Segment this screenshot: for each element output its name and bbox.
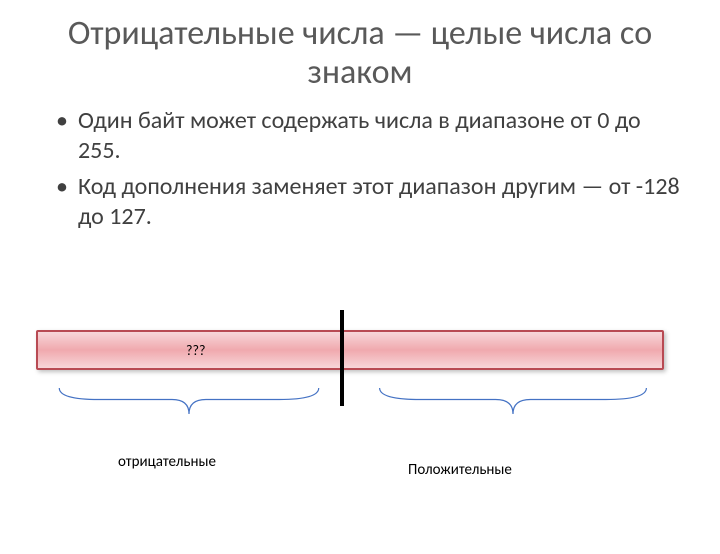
bullet-item: Код дополнения заменяет этот диапазон др… [56,172,680,232]
brace-left [48,386,330,416]
question-marks-label: ??? [186,342,205,359]
brace-right-label: Положительные [408,462,548,479]
range-divider [340,310,344,406]
bullet-item: Один байт может содержать числа в диапаз… [56,106,680,166]
bullet-list: Один байт может содержать числа в диапаз… [56,106,680,232]
brace-left-label: отрицательные [118,454,248,471]
slide-title: Отрицательные числа — целые числа со зна… [40,14,680,92]
brace-right [368,386,658,416]
range-bar [36,330,664,370]
slide: Отрицательные числа — целые числа со зна… [0,14,720,554]
